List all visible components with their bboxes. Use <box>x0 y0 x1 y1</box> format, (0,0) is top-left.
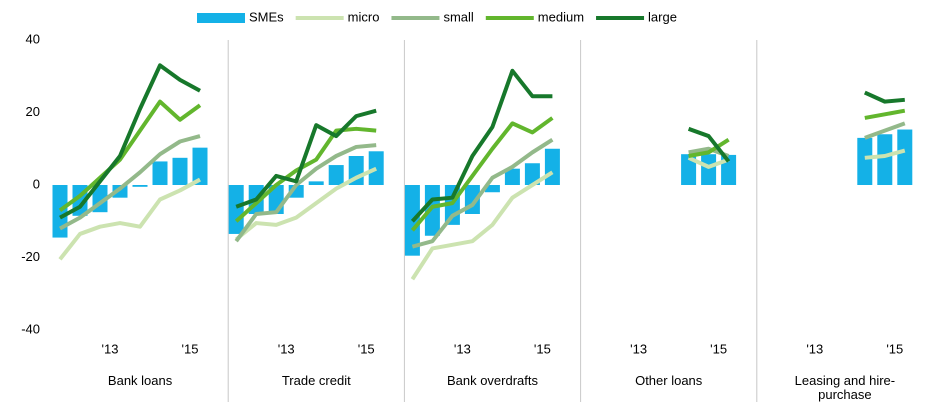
x-tick-label: '15 <box>886 341 903 356</box>
legend-label: micro <box>348 9 380 24</box>
line <box>58 177 201 261</box>
bar <box>192 147 208 185</box>
bar <box>544 148 560 185</box>
bar <box>328 165 344 185</box>
bar <box>484 185 500 193</box>
bar <box>681 154 697 185</box>
panel-label: Trade credit <box>281 373 351 388</box>
line <box>234 143 377 243</box>
line <box>58 99 202 212</box>
line <box>411 137 554 249</box>
x-tick-label: '15 <box>710 341 727 356</box>
panel-label: Leasing and hire-purchase <box>794 373 896 402</box>
legend-swatch <box>197 13 245 23</box>
bar <box>172 157 188 185</box>
x-tick-label: '13 <box>630 341 647 356</box>
line <box>235 108 377 209</box>
y-tick-label: 40 <box>26 31 40 46</box>
panel-label: Bank overdrafts <box>446 373 538 388</box>
x-tick-label: '15 <box>182 341 199 356</box>
line <box>59 134 201 231</box>
line <box>687 126 731 163</box>
panel-label: Bank loans <box>107 373 173 388</box>
line <box>863 90 905 104</box>
line <box>688 137 730 158</box>
line <box>410 116 554 232</box>
panel-label: Other loans <box>635 373 703 388</box>
legend-label: medium <box>538 9 584 24</box>
bar <box>308 181 324 185</box>
bar <box>504 168 520 185</box>
bar <box>132 185 148 187</box>
line <box>864 108 906 120</box>
x-tick-label: '13 <box>278 341 295 356</box>
line <box>687 155 730 169</box>
line <box>234 126 377 223</box>
bar <box>524 163 540 185</box>
bar <box>897 129 913 185</box>
y-tick-label: 20 <box>26 104 40 119</box>
x-tick-label: '13 <box>102 341 119 356</box>
bar <box>877 134 893 185</box>
line <box>864 121 906 140</box>
bar <box>52 185 68 238</box>
bar <box>701 154 717 185</box>
line <box>59 63 201 220</box>
x-tick-label: '15 <box>534 341 551 356</box>
legend-label: large <box>648 9 677 24</box>
bar <box>112 185 128 198</box>
y-tick-label: 0 <box>33 176 40 191</box>
bar <box>152 161 168 185</box>
line <box>864 148 906 160</box>
y-tick-label: -40 <box>21 321 40 336</box>
x-tick-label: '13 <box>454 341 471 356</box>
legend-label: small <box>443 9 473 24</box>
y-tick-label: -20 <box>21 249 40 264</box>
line <box>234 166 378 241</box>
x-tick-label: '15 <box>358 341 375 356</box>
bar <box>368 151 384 185</box>
x-tick-label: '13 <box>806 341 823 356</box>
legend-label: SMEs <box>249 9 284 24</box>
bar <box>228 185 244 234</box>
line <box>410 68 553 223</box>
bar <box>857 137 873 185</box>
line <box>410 170 554 281</box>
